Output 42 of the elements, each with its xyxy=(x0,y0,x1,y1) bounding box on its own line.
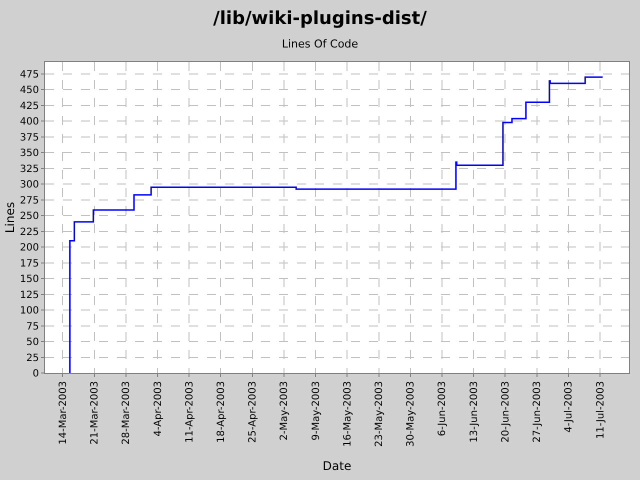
x-tick-label: 16-May-2003 xyxy=(342,381,354,447)
x-tick-label: 25-Apr-2003 xyxy=(248,381,259,443)
y-tick-label: 375 xyxy=(20,132,39,144)
x-tick-label: 20-Jun-2003 xyxy=(500,381,512,443)
y-tick-label: 200 xyxy=(20,242,39,254)
y-tick-label: 150 xyxy=(20,274,39,286)
y-tick-label: 275 xyxy=(20,195,39,206)
y-tick-label: 75 xyxy=(26,321,39,332)
y-tick-label: 225 xyxy=(20,226,39,238)
x-tick-label: 6-Jun-2003 xyxy=(437,381,448,436)
y-tick-label: 475 xyxy=(20,69,39,80)
x-axis-title: Date xyxy=(322,458,352,473)
y-tick-label: 425 xyxy=(20,100,39,112)
x-tick-label: 23-May-2003 xyxy=(374,381,386,447)
y-tick-label: 175 xyxy=(20,258,39,270)
y-tick-label: 325 xyxy=(20,164,39,175)
y-tick-label: 300 xyxy=(20,180,39,191)
x-tick-label: 9-May-2003 xyxy=(310,381,322,441)
chart-subtitle: Lines Of Code xyxy=(282,37,358,50)
x-tick-label: 14-Mar-2003 xyxy=(58,381,69,445)
x-tick-label: 18-Apr-2003 xyxy=(216,381,227,443)
x-tick-label: 11-Jul-2003 xyxy=(595,381,606,440)
x-tick-label: 11-Apr-2003 xyxy=(184,381,196,443)
x-tick-label: 4-Apr-2003 xyxy=(152,381,164,436)
y-tick-label: 350 xyxy=(20,148,39,160)
y-axis-title: Lines xyxy=(3,202,18,234)
y-tick-label: 0 xyxy=(32,368,39,380)
x-tick-label: 27-Jun-2003 xyxy=(532,381,544,443)
x-tick-label: 28-Mar-2003 xyxy=(121,381,132,445)
y-tick-label: 125 xyxy=(20,290,39,301)
x-tick-label: 4-Jul-2003 xyxy=(564,381,575,433)
x-tick-label: 13-Jun-2003 xyxy=(468,381,480,443)
x-tick-label: 2-May-2003 xyxy=(279,381,290,441)
y-tick-label: 450 xyxy=(20,85,39,96)
y-tick-label: 100 xyxy=(20,306,39,317)
y-tick-label: 25 xyxy=(26,352,39,364)
y-tick-label: 250 xyxy=(20,211,39,222)
y-tick-label: 50 xyxy=(26,337,39,348)
x-tick-label: 30-May-2003 xyxy=(406,381,417,447)
chart-title: /lib/wiki-plugins-dist/ xyxy=(213,8,428,29)
y-tick-label: 400 xyxy=(20,116,39,128)
x-tick-label: 21-Mar-2003 xyxy=(90,381,101,445)
